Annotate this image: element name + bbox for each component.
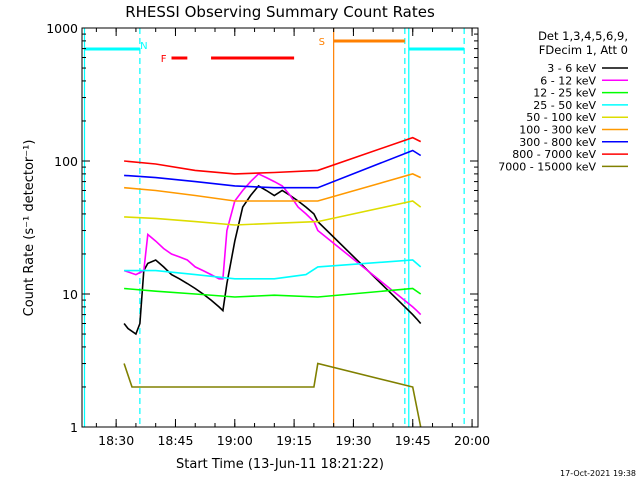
series-line-5 — [124, 173, 422, 202]
legend-header-2: FDecim 1, Att 0 — [539, 43, 628, 57]
flag-label-1: F — [161, 54, 167, 65]
x-tick-label-1: 18:45 — [157, 433, 193, 448]
legend-label-1: 6 - 12 keV — [540, 74, 596, 87]
legend-header-1: Det 1,3,4,5,6,9, — [538, 29, 628, 43]
legend-label-7: 800 - 7000 keV — [512, 148, 596, 161]
x-tick-label-2: 19:00 — [217, 433, 253, 448]
legend-label-5: 100 - 300 keV — [519, 124, 596, 137]
series-line-3 — [124, 259, 422, 280]
x-tick-label-4: 19:30 — [335, 433, 371, 448]
y-tick-label-0: 1 — [70, 420, 78, 435]
y-tick-label-3: 1000 — [46, 21, 78, 36]
series-line-7 — [124, 136, 422, 175]
footer-timestamp: 17-Oct-2021 19:38 — [560, 469, 636, 478]
legend-label-4: 50 - 100 keV — [526, 111, 596, 124]
flag-label-0: N — [140, 41, 147, 52]
y-tick-label-2: 100 — [54, 154, 78, 169]
y-axis-label: Count Rate (s⁻¹ detector⁻¹) — [22, 140, 37, 317]
y-axis: 1 10 100 1000 — [46, 21, 478, 435]
legend-label-2: 12 - 25 keV — [533, 87, 596, 100]
legend-label-3: 25 - 50 keV — [533, 99, 596, 112]
x-axis: 18:30 18:45 19:00 19:15 19:30 19:45 20:00 — [95, 28, 490, 448]
x-axis-label: Start Time (13-Jun-11 18:21:22) — [176, 457, 384, 472]
x-tick-label-6: 20:00 — [454, 433, 490, 448]
series-line-1 — [123, 172, 422, 316]
series-line-6 — [124, 149, 422, 189]
legend-label-0: 3 - 6 keV — [547, 62, 596, 75]
series-line-8 — [123, 362, 422, 428]
series-line-2 — [124, 287, 422, 298]
legend: Det 1,3,4,5,6,9, FDecim 1, Att 0 3 - 6 k… — [498, 29, 628, 173]
x-tick-label-5: 19:45 — [395, 433, 431, 448]
flag-label-3: S — [319, 37, 325, 48]
plot-frame — [81, 27, 479, 428]
chart-title: RHESSI Observing Summary Count Rates — [125, 3, 435, 21]
plot-area: N F S — [83, 28, 465, 428]
y-tick-label-1: 10 — [62, 287, 78, 302]
legend-label-6: 300 - 800 keV — [519, 136, 596, 149]
legend-label-8: 7000 - 15000 keV — [498, 160, 596, 173]
x-tick-label-0: 18:30 — [98, 433, 134, 448]
x-tick-label-3: 19:15 — [276, 433, 312, 448]
series-line-4 — [124, 200, 422, 226]
